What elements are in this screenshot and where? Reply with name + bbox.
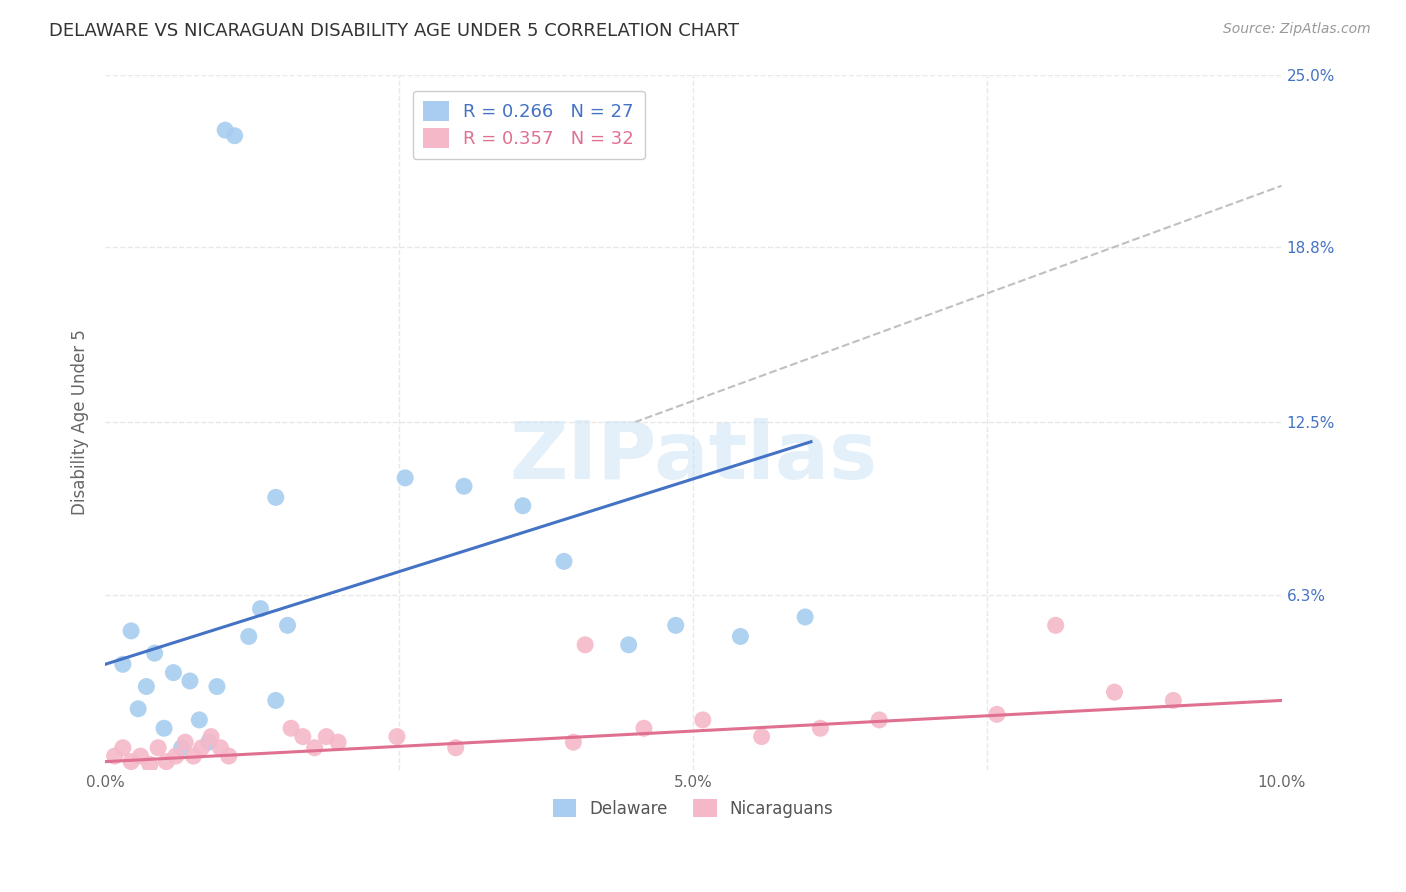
Point (810, 721, 832, 735)
Point (120, 755, 142, 769)
Text: DELAWARE VS NICARAGUAN DISABILITY AGE UNDER 5 CORRELATION CHART: DELAWARE VS NICARAGUAN DISABILITY AGE UN… (49, 22, 740, 40)
Point (394, 471, 416, 485)
Point (326, 735, 349, 749)
Point (986, 707, 1008, 722)
Point (868, 713, 890, 727)
Point (135, 680, 157, 694)
Y-axis label: Disability Age Under 5: Disability Age Under 5 (72, 329, 89, 516)
Point (139, 757, 162, 772)
Point (1045, 618, 1067, 632)
Point (205, 680, 228, 694)
Point (153, 721, 176, 735)
Point (553, 554, 575, 568)
Point (224, 128, 246, 143)
Point (197, 735, 219, 749)
Point (315, 730, 337, 744)
Point (574, 638, 596, 652)
Point (633, 721, 655, 735)
Point (1104, 685, 1126, 699)
Point (794, 610, 817, 624)
Point (104, 749, 127, 764)
Point (179, 673, 201, 688)
Point (264, 693, 287, 707)
Point (512, 499, 534, 513)
Point (129, 749, 152, 764)
Point (165, 749, 187, 764)
Point (665, 618, 688, 632)
Point (304, 740, 326, 755)
Point (249, 601, 271, 615)
Text: ZIPatlas: ZIPatlas (509, 418, 877, 496)
Point (264, 491, 287, 505)
Point (444, 740, 467, 755)
Point (146, 740, 169, 755)
Point (218, 749, 240, 764)
Point (277, 618, 299, 632)
Point (200, 730, 222, 744)
Point (238, 630, 260, 644)
Point (1161, 693, 1184, 707)
Point (188, 713, 211, 727)
Point (155, 755, 177, 769)
Point (453, 479, 475, 493)
Point (174, 735, 197, 749)
Point (209, 740, 232, 755)
Point (190, 740, 212, 755)
Point (111, 657, 134, 672)
Point (162, 665, 184, 680)
Point (111, 740, 134, 755)
Point (143, 646, 166, 660)
Text: Source: ZipAtlas.com: Source: ZipAtlas.com (1223, 22, 1371, 37)
Point (692, 713, 714, 727)
Point (562, 735, 585, 749)
Point (127, 702, 149, 716)
Point (385, 730, 408, 744)
Point (617, 638, 640, 652)
Point (183, 749, 205, 764)
Legend: Delaware, Nicaraguans: Delaware, Nicaraguans (547, 792, 841, 824)
Point (730, 630, 752, 644)
Point (751, 730, 773, 744)
Point (280, 721, 302, 735)
Point (170, 740, 193, 755)
Point (214, 123, 236, 137)
Point (120, 624, 142, 638)
Point (291, 730, 314, 744)
